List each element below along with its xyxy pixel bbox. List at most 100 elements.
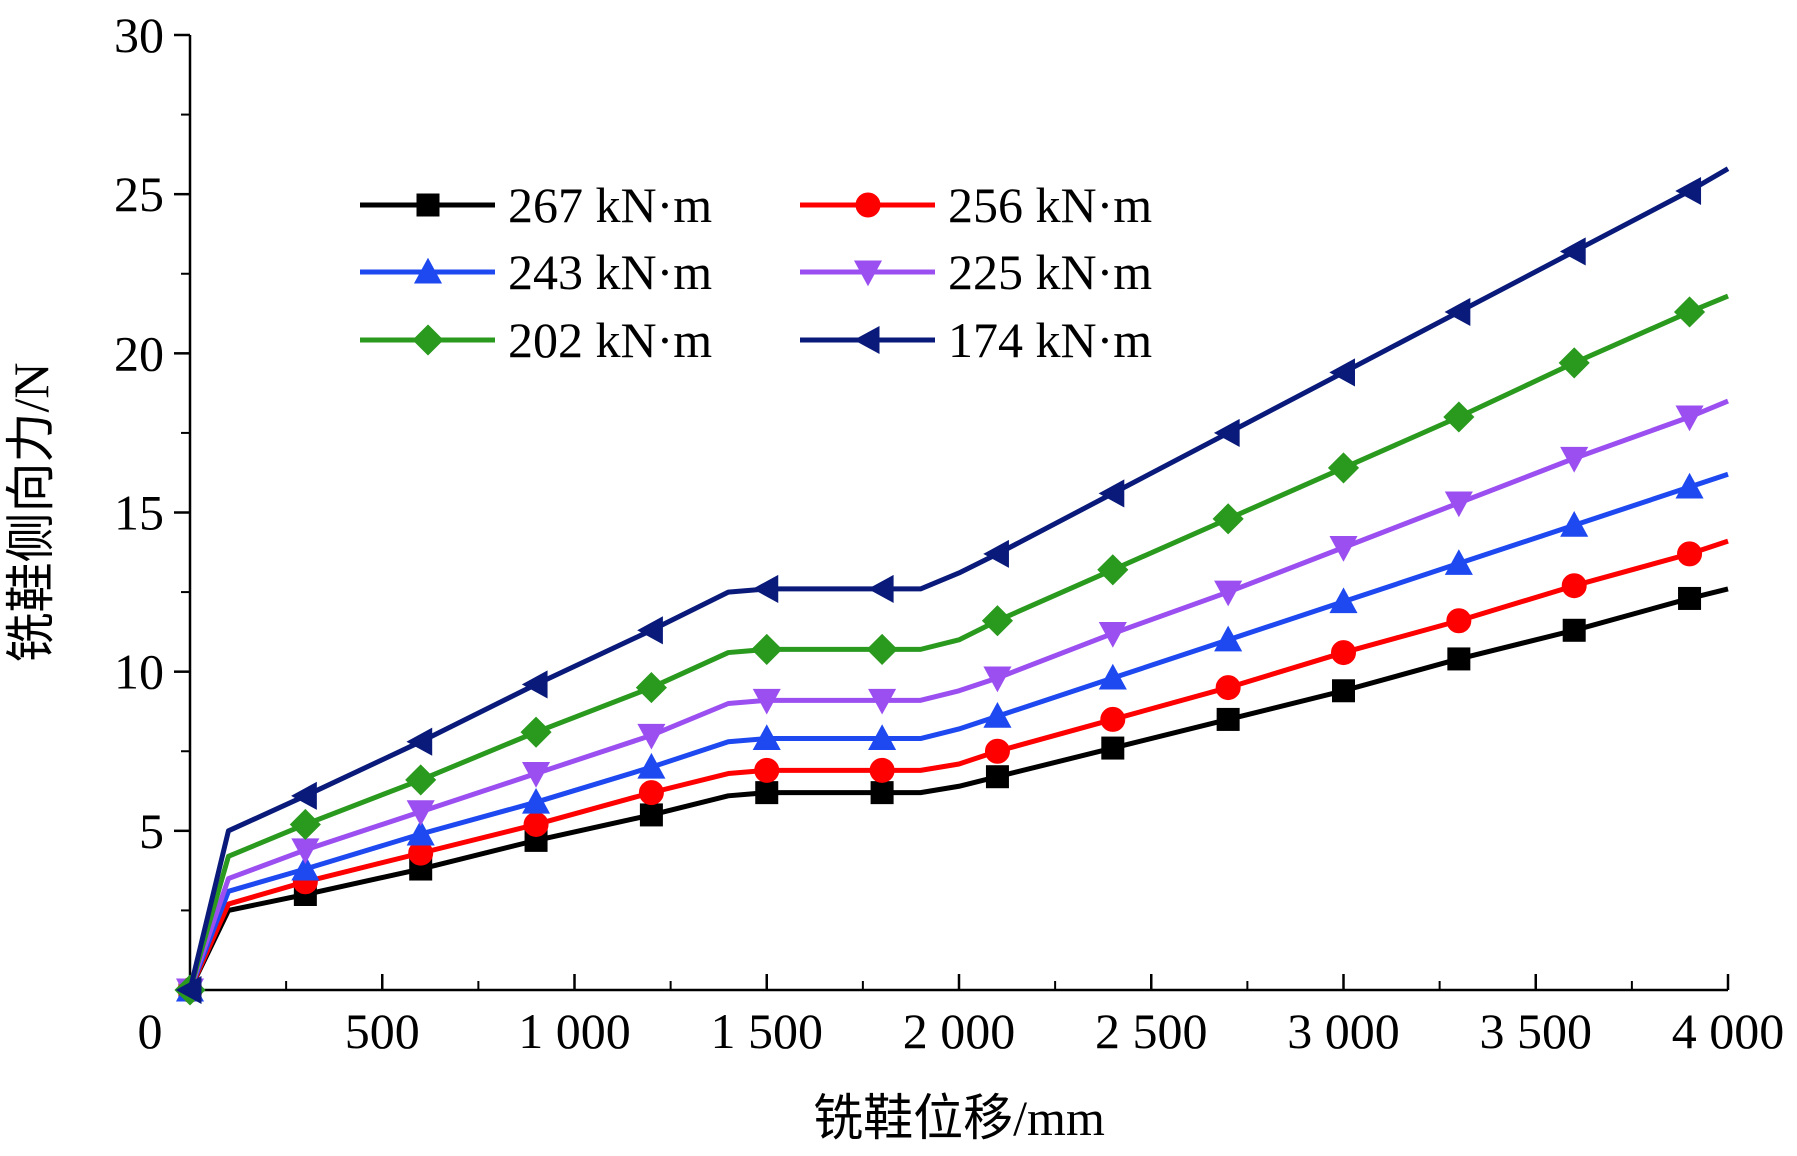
series-layer (174, 166, 1730, 1006)
data-point (1215, 675, 1241, 701)
data-point (869, 757, 895, 783)
legend: 267 kN·m 256 kN·m 243 kN·m 225 kN·m 202 kN·m… (360, 177, 1152, 368)
data-point (1100, 706, 1126, 732)
legend-marker (416, 193, 440, 217)
data-point (635, 672, 667, 704)
data-point (866, 633, 898, 665)
data-point (637, 616, 663, 645)
y-tick-label: 15 (114, 485, 164, 541)
data-point (637, 752, 666, 779)
data-point (1444, 297, 1471, 326)
data-point (638, 780, 664, 806)
data-point (289, 808, 321, 841)
data-point (1212, 503, 1244, 535)
x-tick-label: 2 500 (1095, 1003, 1208, 1059)
data-point (981, 605, 1014, 637)
data-point (1562, 618, 1586, 642)
series-1 (178, 586, 1729, 1002)
data-point (523, 811, 549, 837)
legend-label: 174 kN·m (948, 312, 1152, 368)
data-point (983, 539, 1009, 568)
y-tick-label: 10 (114, 644, 164, 700)
x-tick-label: 1 500 (711, 1003, 824, 1059)
data-point (1443, 401, 1475, 433)
legend-label: 243 kN·m (508, 244, 712, 300)
data-point (1444, 491, 1473, 518)
x-tick-label: 0 (138, 1003, 163, 1059)
legend-marker (412, 324, 444, 356)
data-point (1329, 358, 1355, 387)
data-point (1329, 587, 1358, 614)
legend-item: 225 kN·m (800, 244, 1152, 300)
legend-marker (853, 260, 883, 287)
series-4 (175, 398, 1729, 1005)
data-point (983, 701, 1012, 728)
data-point (1675, 405, 1704, 432)
data-point (1331, 640, 1356, 666)
data-point (521, 670, 548, 699)
data-point (1677, 541, 1703, 567)
data-point (752, 574, 779, 603)
data-point (1678, 586, 1702, 610)
legend-item: 202 kN·m (360, 312, 712, 368)
data-point (637, 723, 666, 750)
y-tick-label: 5 (139, 803, 164, 859)
y-tick-label: 20 (114, 325, 164, 381)
data-point (752, 688, 781, 715)
x-axis-title: 铣鞋位移/mm (813, 1090, 1105, 1146)
data-point (868, 724, 897, 751)
legend-item: 174 kN·m (800, 312, 1152, 368)
legend-item: 267 kN·m (360, 177, 712, 233)
series-line (187, 471, 1729, 991)
data-point (1675, 472, 1704, 499)
series-6 (175, 166, 1730, 1005)
legend-label: 225 kN·m (948, 244, 1152, 300)
data-point (1559, 237, 1586, 266)
data-point (1332, 679, 1355, 703)
legend-label: 256 kN·m (948, 177, 1152, 233)
y-tick-label: 30 (114, 7, 164, 63)
data-point (985, 765, 1009, 789)
data-point (1098, 663, 1127, 690)
data-point (1327, 452, 1360, 484)
data-point (1214, 580, 1243, 607)
legend-item: 243 kN·m (360, 244, 712, 300)
data-point (1560, 510, 1589, 537)
data-point (751, 633, 783, 665)
data-point (639, 803, 663, 827)
data-point (291, 854, 320, 881)
series-3 (175, 471, 1729, 1002)
axes: 0 500 1 000 1 500 2 000 2 500 3 000 3 500 4 000 5… (114, 7, 1784, 1059)
data-point (1214, 625, 1243, 652)
data-point (1446, 608, 1472, 634)
x-tick-label: 3 500 (1480, 1003, 1593, 1059)
series-line (187, 398, 1729, 991)
data-point (522, 787, 551, 814)
data-point (1444, 549, 1473, 575)
data-point (1213, 418, 1240, 447)
data-point (1560, 446, 1589, 473)
data-point (984, 738, 1010, 764)
data-point (1675, 176, 1702, 206)
data-point (755, 781, 779, 805)
legend-marker (855, 192, 881, 218)
data-point (405, 764, 437, 796)
data-point (1097, 554, 1129, 586)
data-point (1673, 296, 1706, 328)
data-point (868, 688, 897, 715)
x-tick-label: 1 000 (518, 1003, 631, 1059)
data-point (522, 762, 551, 788)
data-point (175, 975, 202, 1005)
legend-marker (413, 257, 443, 284)
data-point (752, 724, 781, 751)
data-point (1098, 479, 1125, 508)
data-point (291, 781, 317, 810)
data-point (406, 800, 435, 826)
x-tick-label: 4 000 (1672, 1003, 1785, 1059)
series-5 (174, 293, 1729, 1006)
data-point (406, 819, 435, 846)
series-2 (177, 538, 1729, 1003)
legend-label: 202 kN·m (508, 312, 712, 368)
data-point (1216, 707, 1240, 731)
